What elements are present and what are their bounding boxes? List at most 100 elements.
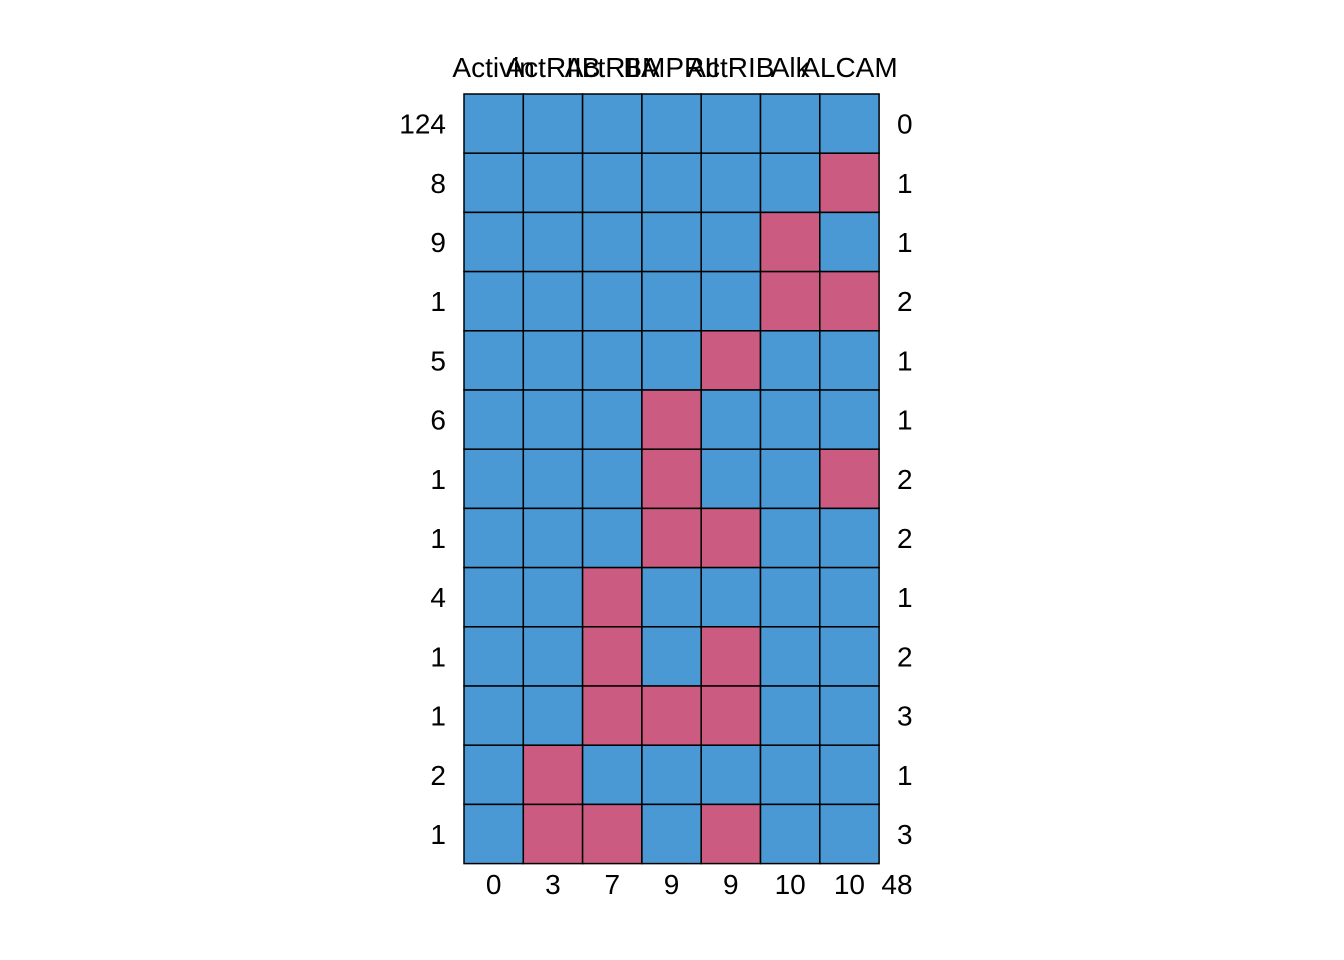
row-count-label: 4 — [430, 582, 446, 613]
observed-cell — [463, 211, 525, 273]
column-totals: 0 3 7 9 9 10 10 — [486, 869, 865, 900]
observed-cell — [463, 626, 525, 687]
observed-cell — [759, 389, 821, 450]
missing-cell — [819, 448, 880, 510]
observed-cell — [463, 448, 525, 510]
row-missing-label: 1 — [897, 227, 913, 258]
observed-cell — [819, 744, 880, 806]
missing-cell — [581, 566, 643, 628]
missing-cell — [522, 803, 584, 865]
observed-cell — [463, 93, 525, 154]
observed-cell — [819, 389, 880, 450]
row-missing-label: 1 — [897, 405, 913, 436]
pattern-grid — [463, 93, 880, 865]
observed-cell — [759, 626, 821, 687]
missing-cell — [700, 685, 762, 746]
observed-cell — [641, 270, 702, 332]
observed-cell — [819, 211, 880, 273]
column-label: ALCAM — [801, 52, 897, 83]
row-count-label: 1 — [430, 641, 446, 672]
observed-cell — [759, 93, 821, 154]
observed-cell — [700, 211, 762, 273]
column-label: Alk — [771, 52, 811, 83]
observed-cell — [463, 685, 525, 746]
row-count-label: 1 — [430, 701, 446, 732]
missing-cell — [700, 330, 762, 391]
observed-cell — [522, 389, 584, 450]
observed-cell — [581, 389, 643, 450]
observed-cell — [522, 566, 584, 628]
observed-cell — [522, 685, 584, 746]
observed-cell — [463, 744, 525, 806]
column-total-label: 9 — [723, 869, 739, 900]
observed-cell — [819, 626, 880, 687]
observed-cell — [759, 685, 821, 746]
observed-cell — [819, 685, 880, 746]
row-missing-label: 1 — [897, 168, 913, 199]
row-missing-label: 1 — [897, 582, 913, 613]
missing-cell — [581, 803, 643, 865]
observed-cell — [641, 803, 702, 865]
observed-cell — [581, 507, 643, 569]
observed-cell — [641, 566, 702, 628]
row-count-label: 124 — [399, 109, 446, 140]
observed-cell — [700, 448, 762, 510]
observed-cell — [581, 330, 643, 391]
row-count-label: 5 — [430, 345, 446, 376]
observed-cell — [700, 152, 762, 214]
row-missing-label: 3 — [897, 819, 913, 850]
observed-cell — [522, 626, 584, 687]
observed-cell — [700, 270, 762, 332]
missing-cell — [700, 507, 762, 569]
observed-cell — [819, 803, 880, 865]
column-total-label: 10 — [775, 869, 806, 900]
row-count-label: 1 — [430, 286, 446, 317]
observed-cell — [581, 270, 643, 332]
observed-cell — [463, 803, 525, 865]
observed-cell — [522, 211, 584, 273]
row-missing-label: 0 — [897, 109, 913, 140]
grand-total: 48 — [881, 869, 912, 900]
row-count-label: 1 — [430, 464, 446, 495]
missing-cell — [759, 270, 821, 332]
observed-cell — [759, 566, 821, 628]
missing-cell — [641, 389, 702, 450]
missing-cell — [700, 626, 762, 687]
row-count-label: 2 — [430, 760, 446, 791]
missing-cell — [581, 626, 643, 687]
column-label: Activin — [452, 52, 534, 83]
observed-cell — [522, 448, 584, 510]
row-count-label: 6 — [430, 405, 446, 436]
observed-cell — [641, 744, 702, 806]
row-missing-label: 1 — [897, 760, 913, 791]
observed-cell — [522, 93, 584, 154]
observed-cell — [463, 330, 525, 391]
observed-cell — [641, 626, 702, 687]
row-count-label: 9 — [430, 227, 446, 258]
observed-cell — [522, 270, 584, 332]
observed-cell — [759, 507, 821, 569]
observed-cell — [759, 803, 821, 865]
observed-cell — [641, 330, 702, 391]
row-missing-label: 2 — [897, 523, 913, 554]
observed-cell — [759, 330, 821, 391]
observed-cell — [581, 744, 643, 806]
missing-cell — [819, 152, 880, 214]
missing-cell — [581, 685, 643, 746]
observed-cell — [700, 389, 762, 450]
column-label: ActRIIA — [565, 52, 660, 83]
observed-cell — [581, 93, 643, 154]
missing-cell — [819, 270, 880, 332]
row-count-label: 8 — [430, 168, 446, 199]
observed-cell — [819, 507, 880, 569]
row-missing-label: 1 — [897, 345, 913, 376]
missing-cell — [700, 803, 762, 865]
column-total-label: 3 — [545, 869, 561, 900]
observed-cell — [759, 744, 821, 806]
observed-cell — [463, 389, 525, 450]
observed-cell — [759, 152, 821, 214]
column-label: ActRIB — [687, 52, 774, 83]
observed-cell — [759, 448, 821, 510]
observed-cell — [641, 211, 702, 273]
observed-cell — [522, 152, 584, 214]
